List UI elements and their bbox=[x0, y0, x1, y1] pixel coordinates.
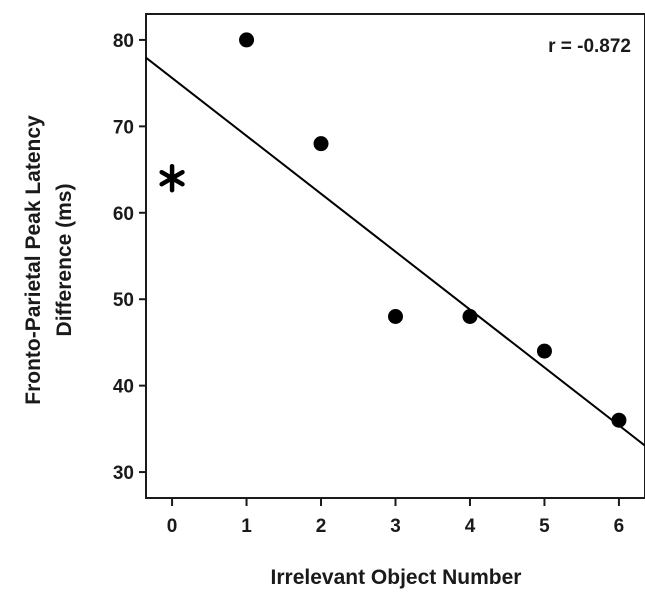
data-point bbox=[313, 136, 329, 152]
data-point bbox=[536, 343, 552, 359]
y-axis-ticks: 30 40 50 60 70 80 bbox=[113, 31, 146, 484]
regression-line-group bbox=[145, 56, 645, 447]
x-axis-title: Irrelevant Object Number bbox=[271, 566, 522, 589]
correlation-annotation: r = -0.872 bbox=[548, 36, 631, 57]
x-tick-label: 0 bbox=[167, 516, 178, 537]
y-tick-label: 60 bbox=[113, 204, 134, 225]
x-tick-label: 3 bbox=[390, 516, 401, 537]
y-tick-label: 30 bbox=[113, 463, 134, 484]
data-points bbox=[159, 32, 627, 428]
data-point bbox=[388, 309, 403, 324]
data-point bbox=[239, 32, 255, 48]
x-tick-label: 2 bbox=[316, 516, 327, 537]
x-tick-label: 4 bbox=[465, 516, 476, 537]
y-axis-title-line2: Difference (ms) bbox=[53, 184, 76, 337]
y-tick-label: 40 bbox=[113, 377, 134, 398]
regression-line bbox=[145, 56, 645, 447]
y-tick-label: 70 bbox=[113, 117, 134, 138]
y-tick-label: 50 bbox=[113, 290, 134, 311]
data-point bbox=[611, 412, 627, 428]
y-tick-label: 80 bbox=[113, 31, 134, 52]
plot-frame bbox=[145, 13, 645, 499]
x-tick-label: 6 bbox=[614, 516, 625, 537]
outlier-asterisk-marker bbox=[159, 163, 185, 193]
data-point bbox=[462, 309, 478, 324]
x-axis-ticks: 0 1 2 3 4 5 6 bbox=[167, 498, 624, 537]
x-tick-label: 1 bbox=[241, 516, 252, 537]
x-tick-label: 5 bbox=[539, 516, 550, 537]
y-axis-title-line1: Fronto-Parietal Peak Latency bbox=[22, 115, 45, 405]
